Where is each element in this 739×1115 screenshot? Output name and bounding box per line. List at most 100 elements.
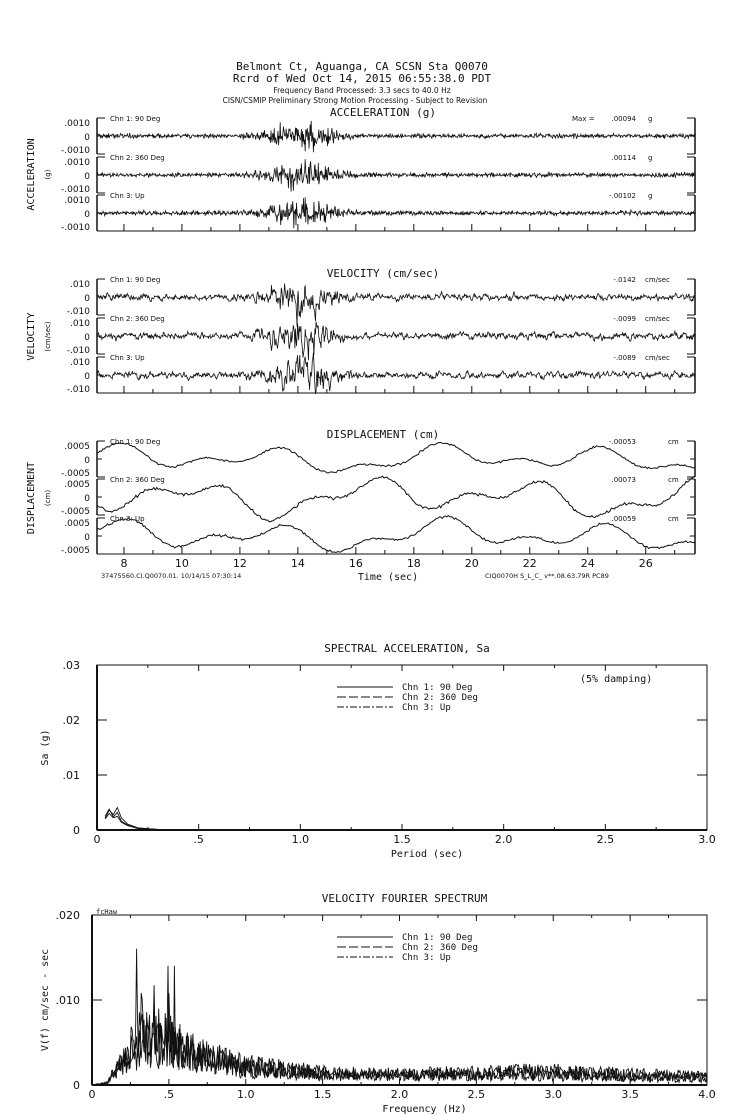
chart-title: SPECTRAL ACCELERATION, Sa <box>324 642 490 655</box>
y-axis-label: ACCELERATION <box>26 138 37 210</box>
channel-label: Chn 3: Up <box>110 192 145 200</box>
legend-label: Chn 1: 90 Deg <box>402 933 472 943</box>
footer-right: CIQ0070H S_L_C_ v**.08.63.79R PC89 <box>485 572 609 580</box>
x-tick-label: 8 <box>120 557 127 570</box>
processing-line: CISN/CSMIP Preliminary Strong Motion Pro… <box>223 96 488 105</box>
peak-value: .00059 <box>612 515 637 523</box>
channel-trace-1: .0005 0 -.0005 Chn 1: 90 Deg -.00053 cm <box>61 438 696 479</box>
legend-label: Chn 1: 90 Deg <box>402 683 472 693</box>
x-tick-label: 1.5 <box>393 833 411 846</box>
channel-label: Chn 1: 90 Deg <box>110 115 160 123</box>
channel-label: Chn 2: 360 Deg <box>110 154 165 162</box>
peak-value: -.00102 <box>609 192 636 200</box>
waveform-line <box>96 159 696 192</box>
x-axis-label: Time (sec) <box>358 572 418 583</box>
y-tick-label: .020 <box>56 909 81 922</box>
spectrum-line-chn-3 <box>104 812 199 831</box>
channel-trace-1: .010 0 -.010 Chn 1: 90 Deg -.0142 cm/sec <box>67 276 696 327</box>
max-label: Max = <box>572 115 595 123</box>
peak-unit: cm <box>668 476 679 484</box>
y-tick-label: 0 <box>84 333 90 343</box>
x-tick-label: 3.0 <box>698 833 716 846</box>
peak-unit: cm/sec <box>645 354 670 362</box>
y-tick-label: .0010 <box>64 158 90 168</box>
y-tick-label: .01 <box>63 769 81 782</box>
x-tick-label: 18 <box>407 557 421 570</box>
channel-trace-1: .0010 0 -.0010 Chn 1: 90 Deg Max = .00094 g <box>61 115 696 156</box>
peak-unit: cm <box>668 438 679 446</box>
legend-label: Chn 3: Up <box>402 703 451 713</box>
waveform-line <box>96 442 696 474</box>
peak-unit: g <box>648 192 652 200</box>
channel-trace-3: .010 0 -.010 Chn 3: Up -.0089 cm/sec <box>67 352 696 395</box>
x-tick-label: 10 <box>175 557 189 570</box>
legend-label: Chn 3: Up <box>402 953 451 963</box>
x-tick-label: 4.0 <box>698 1088 716 1101</box>
y-tick-label: .010 <box>70 319 90 329</box>
report-header: Belmont Ct, Aguanga, CA SCSN Sta Q0070 R… <box>223 60 492 105</box>
y-tick-label: .0005 <box>64 442 90 452</box>
y-tick-label: 0 <box>84 372 90 382</box>
waveform-line <box>96 283 696 327</box>
y-tick-label: -.0005 <box>61 546 90 556</box>
channel-label: Chn 2: 360 Deg <box>110 476 165 484</box>
y-tick-label: .010 <box>56 994 81 1007</box>
y-tick-label: .0005 <box>64 480 90 490</box>
waveform-line <box>96 120 696 153</box>
x-tick-label: 14 <box>291 557 305 570</box>
damping-annotation: (5% damping) <box>580 674 652 685</box>
legend-label: Chn 2: 360 Deg <box>402 943 478 953</box>
y-unit-label: (cm/sec) <box>44 321 52 352</box>
x-tick-label: 3.0 <box>545 1088 563 1101</box>
y-axis-label: VELOCITY <box>26 312 37 360</box>
y-tick-label: -.0010 <box>61 146 90 156</box>
corner-label: fcHaw <box>96 908 118 916</box>
channel-label: Chn 1: 90 Deg <box>110 276 160 284</box>
x-tick-label: 1.0 <box>237 1088 255 1101</box>
y-tick-label: -.010 <box>67 346 91 356</box>
y-axis-label: Sa (g) <box>40 729 51 765</box>
channel-label: Chn 3: Up <box>110 354 145 362</box>
waveform-line <box>96 475 696 523</box>
y-tick-label: .0005 <box>64 519 90 529</box>
y-tick-label: .010 <box>70 280 90 290</box>
x-tick-label: 12 <box>233 557 247 570</box>
x-tick-label: 22 <box>523 557 537 570</box>
channel-label: Chn 1: 90 Deg <box>110 438 160 446</box>
y-tick-label: 0 <box>73 1079 80 1092</box>
x-tick-label: 3.5 <box>621 1088 639 1101</box>
y-tick-label: .03 <box>63 659 81 672</box>
peak-value: -.0089 <box>613 354 636 362</box>
x-tick-label: 1.0 <box>292 833 310 846</box>
y-tick-label: -.010 <box>67 385 91 395</box>
spectral-acceleration-chart: SPECTRAL ACCELERATION, Sa 0 .5 1.0 1.5 2.0 2.5… <box>40 642 716 860</box>
y-tick-label: .010 <box>70 358 90 368</box>
x-tick-label: 1.5 <box>314 1088 332 1101</box>
y-axis-label: V(f) cm/sec - sec <box>40 949 51 1051</box>
waveform-panel-displacement: DISPLACEMENT (cm) DISPLACEMENT (cm) .0005 0 -… <box>26 428 696 583</box>
channel-trace-2: .0010 0 -.0010 Chn 2: 360 Deg .00114 g <box>61 154 696 195</box>
peak-value: .00114 <box>612 154 637 162</box>
waveform-line <box>96 197 696 229</box>
y-unit-label: (cm) <box>44 490 52 506</box>
y-tick-label: 0 <box>84 172 90 182</box>
x-tick-label: .5 <box>193 833 204 846</box>
waveform-line <box>96 321 696 361</box>
y-tick-label: 0 <box>84 533 90 543</box>
y-unit-label: (g) <box>44 169 52 179</box>
y-axis-label: DISPLACEMENT <box>26 462 37 534</box>
record-line: Rcrd of Wed Oct 14, 2015 06:55:38.0 PDT <box>233 72 492 85</box>
waveform-line <box>96 352 696 394</box>
waveform-panel-acceleration: ACCELERATION (g) ACCELERATION (g) .0010 0 -.0… <box>26 106 696 233</box>
y-tick-label: -.0010 <box>61 223 90 233</box>
x-tick-label: 2.0 <box>391 1088 409 1101</box>
peak-unit: cm <box>668 515 679 523</box>
x-tick-label: 0 <box>94 833 101 846</box>
x-tick-label: .5 <box>164 1088 175 1101</box>
x-tick-label: 24 <box>581 557 595 570</box>
peak-value: -.00053 <box>609 438 636 446</box>
velocity-fourier-spectrum-chart: VELOCITY FOURIER SPECTRUM 0 .5 1.0 1.5 2.0 2.5… <box>40 892 716 1115</box>
x-axis-label: Frequency (Hz) <box>382 1104 466 1115</box>
